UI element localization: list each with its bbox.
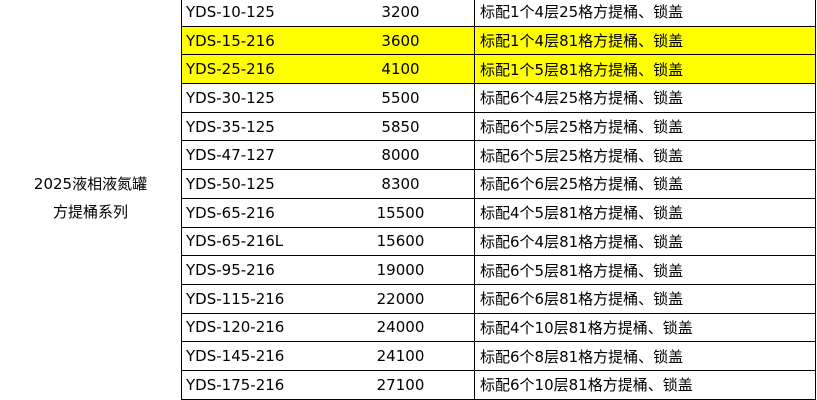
table-row: YDS-15-216 3600 标配1个4层81格方提桶、锁盖	[181, 25, 816, 56]
description-cell[interactable]: 标配6个6层25格方提桶、锁盖	[474, 169, 816, 199]
price-cell[interactable]: 3200	[327, 0, 475, 27]
description-cell[interactable]: 标配1个4层81格方提桶、锁盖	[474, 25, 816, 56]
model-cell[interactable]: YDS-15-216	[181, 25, 327, 56]
product-table: YDS-10-125 3200 标配1个4层25格方提桶、锁盖 YDS-15-216 3…	[181, 0, 816, 400]
table-row: YDS-30-125 5500 标配6个4层25格方提桶、锁盖	[181, 83, 816, 113]
price-cell[interactable]: 19000	[327, 255, 475, 285]
series-label-line1: 2025液相液氮罐	[33, 175, 148, 193]
table-row: YDS-25-216 4100 标配1个5层81格方提桶、锁盖	[181, 54, 816, 85]
price-cell[interactable]: 8000	[327, 140, 475, 171]
price-cell[interactable]: 22000	[327, 283, 475, 314]
table-row: YDS-10-125 3200 标配1个4层25格方提桶、锁盖	[181, 0, 816, 27]
price-cell[interactable]: 4100	[327, 54, 475, 85]
price-cell[interactable]: 27100	[327, 369, 475, 400]
model-cell[interactable]: YDS-10-125	[181, 0, 327, 27]
model-cell[interactable]: YDS-25-216	[181, 54, 327, 85]
description-cell[interactable]: 标配1个5层81格方提桶、锁盖	[474, 54, 816, 85]
description-cell[interactable]: 标配6个5层81格方提桶、锁盖	[474, 255, 816, 285]
table-row: YDS-95-216 19000 标配6个5层81格方提桶、锁盖	[181, 255, 816, 285]
table-row: YDS-175-216 27100 标配6个10层81格方提桶、锁盖	[181, 369, 816, 400]
table-row: YDS-47-127 8000 标配6个5层25格方提桶、锁盖	[181, 140, 816, 171]
price-cell[interactable]: 15500	[327, 197, 475, 228]
table-row: YDS-145-216 24100 标配6个8层81格方提桶、锁盖	[181, 341, 816, 371]
model-cell[interactable]: YDS-145-216	[181, 341, 327, 371]
model-cell[interactable]: YDS-65-216L	[181, 226, 327, 257]
price-cell[interactable]: 8300	[327, 169, 475, 199]
description-cell[interactable]: 标配6个6层81格方提桶、锁盖	[474, 283, 816, 314]
description-cell[interactable]: 标配6个4层81格方提桶、锁盖	[474, 226, 816, 257]
model-cell[interactable]: YDS-95-216	[181, 255, 327, 285]
description-cell[interactable]: 标配6个5层25格方提桶、锁盖	[474, 140, 816, 171]
model-cell[interactable]: YDS-35-125	[181, 111, 327, 142]
price-cell[interactable]: 24100	[327, 341, 475, 371]
series-label-line2: 方提桶系列	[52, 203, 128, 221]
model-cell[interactable]: YDS-30-125	[181, 83, 327, 113]
table-row: YDS-50-125 8300 标配6个6层25格方提桶、锁盖	[181, 169, 816, 199]
price-cell[interactable]: 5850	[327, 111, 475, 142]
description-cell[interactable]: 标配4个10层81格方提桶、锁盖	[474, 312, 816, 343]
description-cell[interactable]: 标配4个5层81格方提桶、锁盖	[474, 197, 816, 228]
description-cell[interactable]: 标配6个8层81格方提桶、锁盖	[474, 341, 816, 371]
price-cell[interactable]: 24000	[327, 312, 475, 343]
table-row: YDS-115-216 22000 标配6个6层81格方提桶、锁盖	[181, 283, 816, 314]
series-label-cell[interactable]: 2025液相液氮罐 方提桶系列	[0, 170, 181, 226]
price-cell[interactable]: 3600	[327, 25, 475, 56]
table-row: YDS-65-216L 15600 标配6个4层81格方提桶、锁盖	[181, 226, 816, 257]
model-cell[interactable]: YDS-120-216	[181, 312, 327, 343]
description-cell[interactable]: 标配6个5层25格方提桶、锁盖	[474, 111, 816, 142]
price-cell[interactable]: 15600	[327, 226, 475, 257]
model-cell[interactable]: YDS-115-216	[181, 283, 327, 314]
table-row: YDS-120-216 24000 标配4个10层81格方提桶、锁盖	[181, 312, 816, 343]
model-cell[interactable]: YDS-50-125	[181, 169, 327, 199]
description-cell[interactable]: 标配1个4层25格方提桶、锁盖	[474, 0, 816, 27]
table-row: YDS-35-125 5850 标配6个5层25格方提桶、锁盖	[181, 111, 816, 142]
table-row: YDS-65-216 15500 标配4个5层81格方提桶、锁盖	[181, 197, 816, 228]
description-cell[interactable]: 标配6个10层81格方提桶、锁盖	[474, 369, 816, 400]
description-cell[interactable]: 标配6个4层25格方提桶、锁盖	[474, 83, 816, 113]
model-cell[interactable]: YDS-47-127	[181, 140, 327, 171]
price-cell[interactable]: 5500	[327, 83, 475, 113]
model-cell[interactable]: YDS-175-216	[181, 369, 327, 400]
model-cell[interactable]: YDS-65-216	[181, 197, 327, 228]
